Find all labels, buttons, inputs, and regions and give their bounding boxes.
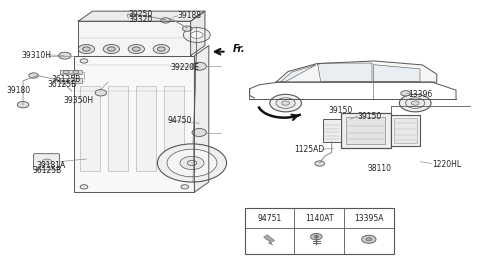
Polygon shape: [78, 11, 205, 21]
Text: 94751: 94751: [257, 214, 282, 223]
Circle shape: [103, 45, 120, 54]
Polygon shape: [60, 70, 82, 74]
Polygon shape: [194, 46, 209, 192]
Circle shape: [132, 47, 140, 51]
Circle shape: [399, 94, 431, 112]
Polygon shape: [318, 63, 372, 81]
Bar: [80, 86, 100, 171]
Text: 38110: 38110: [368, 164, 392, 173]
Circle shape: [183, 28, 210, 42]
Text: 36125B: 36125B: [33, 166, 62, 175]
Circle shape: [401, 91, 410, 96]
Text: 13395A: 13395A: [354, 214, 384, 223]
Circle shape: [42, 159, 52, 164]
Circle shape: [78, 45, 95, 54]
Polygon shape: [264, 235, 275, 245]
Text: 39310H: 39310H: [22, 51, 51, 60]
Polygon shape: [373, 65, 420, 81]
Bar: [394, 118, 417, 143]
Circle shape: [314, 235, 319, 238]
Bar: [346, 117, 385, 144]
Text: 39350H: 39350H: [63, 96, 94, 105]
Circle shape: [311, 233, 322, 240]
Circle shape: [128, 45, 144, 54]
Circle shape: [59, 52, 71, 59]
Bar: [164, 86, 184, 171]
FancyBboxPatch shape: [34, 154, 60, 170]
Text: 39320: 39320: [129, 15, 153, 24]
Circle shape: [29, 73, 38, 78]
Polygon shape: [276, 61, 437, 82]
Circle shape: [282, 101, 289, 105]
Text: 94750: 94750: [168, 116, 192, 125]
Circle shape: [181, 185, 189, 189]
Circle shape: [315, 161, 324, 166]
Bar: [391, 115, 420, 146]
Text: 36125B: 36125B: [47, 80, 76, 89]
Circle shape: [153, 45, 169, 54]
Circle shape: [191, 32, 203, 38]
Text: 1220HL: 1220HL: [432, 160, 461, 169]
Text: 1125AD: 1125AD: [294, 145, 324, 154]
Circle shape: [80, 59, 88, 63]
Circle shape: [276, 98, 295, 108]
Text: 39150: 39150: [358, 112, 382, 121]
Polygon shape: [191, 11, 205, 56]
Text: 1140AT: 1140AT: [305, 214, 334, 223]
Circle shape: [83, 47, 90, 51]
Bar: [136, 86, 156, 171]
Text: 39188: 39188: [178, 11, 202, 20]
Bar: [108, 86, 128, 171]
Circle shape: [161, 18, 170, 23]
Bar: [78, 21, 191, 56]
Bar: [245, 208, 394, 254]
Circle shape: [361, 235, 376, 243]
Circle shape: [270, 94, 301, 112]
Circle shape: [167, 149, 217, 177]
Text: 39150: 39150: [329, 106, 353, 115]
Text: 39250: 39250: [129, 10, 153, 19]
Circle shape: [17, 101, 29, 108]
Circle shape: [192, 62, 206, 70]
Bar: [74, 56, 194, 192]
Text: 39181A: 39181A: [36, 161, 66, 170]
Circle shape: [187, 160, 197, 166]
Text: 39180: 39180: [6, 86, 30, 95]
Text: 36125B: 36125B: [52, 75, 81, 84]
Circle shape: [157, 144, 227, 182]
Circle shape: [366, 238, 372, 241]
Text: 39220E: 39220E: [170, 63, 199, 72]
Circle shape: [157, 47, 165, 51]
Circle shape: [95, 90, 107, 96]
Circle shape: [180, 156, 204, 170]
Bar: [323, 119, 341, 142]
Circle shape: [108, 47, 115, 51]
Circle shape: [406, 98, 425, 108]
Text: 13396: 13396: [408, 90, 433, 99]
Bar: [341, 113, 391, 148]
Circle shape: [63, 70, 69, 74]
Circle shape: [73, 70, 79, 74]
Text: Fr.: Fr.: [233, 44, 245, 54]
Circle shape: [411, 101, 419, 105]
Circle shape: [192, 129, 206, 136]
Polygon shape: [60, 78, 82, 83]
Polygon shape: [281, 65, 316, 82]
Circle shape: [80, 185, 88, 189]
Circle shape: [182, 26, 192, 31]
